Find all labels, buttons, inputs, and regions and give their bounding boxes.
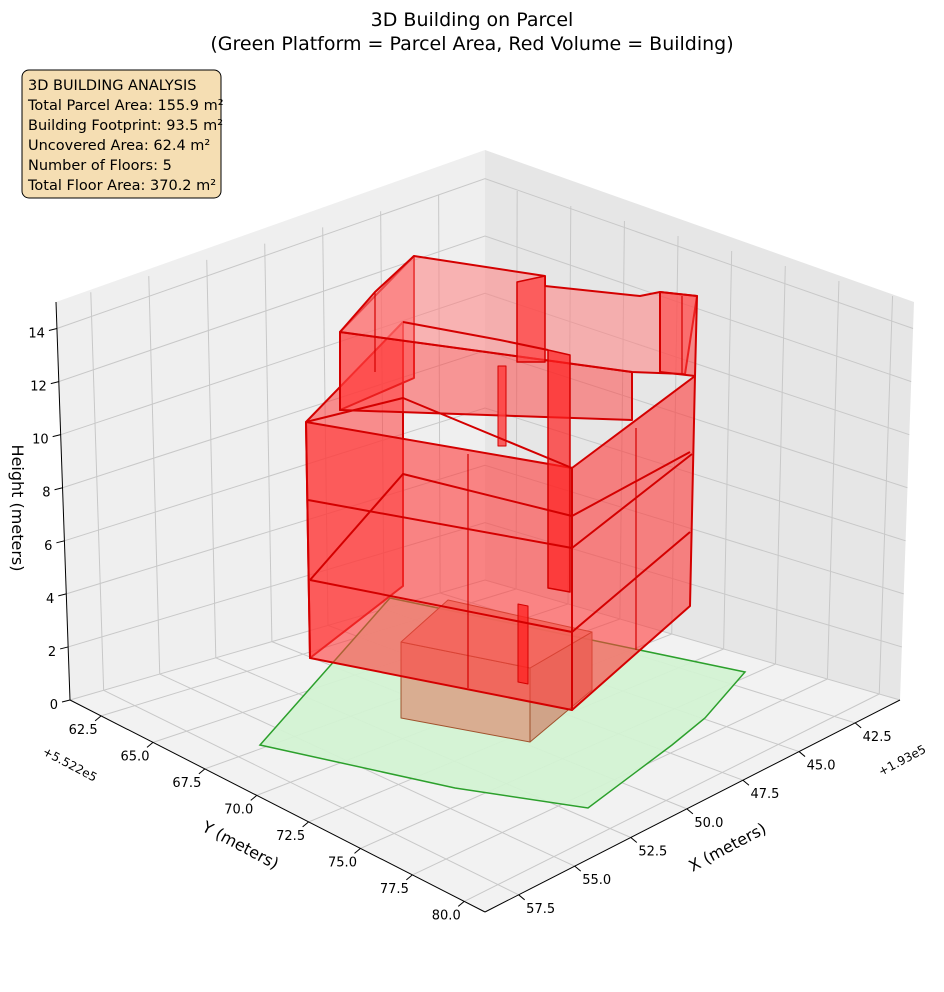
chart-title-line1: 3D Building on Parcel bbox=[371, 9, 574, 31]
x-tick-mark bbox=[574, 865, 582, 872]
lower-column bbox=[517, 603, 529, 685]
info-line-floor-area: Total Floor Area: 370.2 m² bbox=[27, 178, 216, 194]
x-wall-gridline bbox=[206, 259, 217, 658]
chart-title-line2: (Green Platform = Parcel Area, Red Volum… bbox=[210, 33, 733, 55]
z-tick-mark bbox=[54, 487, 63, 491]
info-line-title: 3D BUILDING ANALYSIS bbox=[28, 78, 196, 94]
z-axis-label: Height (meters) bbox=[8, 445, 27, 572]
y-offset-label: +5.522e5 bbox=[40, 744, 99, 784]
x-tick-label: 42.5 bbox=[863, 730, 892, 745]
y-tick-label: 80.0 bbox=[432, 908, 461, 923]
y-wall-gridline bbox=[826, 280, 840, 680]
y-tick-mark bbox=[354, 848, 361, 854]
y-tick-mark bbox=[250, 795, 258, 801]
z-gridline bbox=[58, 235, 912, 383]
z-tick-mark bbox=[50, 381, 59, 385]
z-tick-label: 2 bbox=[48, 645, 56, 660]
y-tick-label: 65.0 bbox=[121, 749, 150, 764]
x-wall-gridline bbox=[90, 292, 105, 691]
z-gridline bbox=[56, 178, 914, 330]
z-tick-mark bbox=[52, 434, 61, 438]
x-tick-label: 45.0 bbox=[807, 759, 836, 774]
x-gridline bbox=[103, 689, 519, 896]
x-tick-mark bbox=[854, 722, 862, 729]
y-tick-mark bbox=[302, 821, 309, 828]
y-tick-mark bbox=[198, 768, 206, 775]
y-tick-label: 72.5 bbox=[276, 829, 305, 844]
z-tick-label: 14 bbox=[28, 327, 45, 342]
z-tick-mark bbox=[48, 328, 58, 332]
y-gridline bbox=[464, 693, 880, 902]
z-tick-label: 8 bbox=[42, 486, 50, 501]
y-wall-gridline bbox=[878, 295, 894, 695]
floor-line-2 bbox=[307, 453, 693, 549]
floor-line-4 bbox=[309, 451, 691, 581]
building-volume bbox=[305, 255, 698, 743]
x-tick-label: 57.5 bbox=[526, 902, 555, 917]
x-axis-line bbox=[484, 699, 901, 913]
x-gridline bbox=[159, 673, 575, 867]
x-tick-label: 47.5 bbox=[750, 787, 779, 802]
info-line-parcel-area: Total Parcel Area: 155.9 m² bbox=[27, 98, 224, 114]
y-tick-mark bbox=[146, 742, 154, 748]
z-tick-mark bbox=[60, 646, 69, 650]
z-tick-label: 0 bbox=[50, 698, 58, 713]
y-tick-label: 70.0 bbox=[224, 802, 253, 817]
stair-column bbox=[516, 275, 546, 363]
y-axis-line bbox=[69, 699, 486, 913]
axis-ticks: 0 2 4 6 8 10 12 14 62.5 65.0 67.5 70.0 72.5 75.0 77.5 8… bbox=[28, 301, 901, 923]
info-box-background bbox=[21, 69, 222, 199]
y-wall-gridline bbox=[775, 265, 786, 665]
x-tick-mark bbox=[798, 751, 806, 757]
info-line-uncovered: Uncovered Area: 62.4 m² bbox=[28, 138, 210, 154]
thin-column bbox=[497, 365, 507, 447]
y-tick-mark bbox=[457, 901, 465, 907]
x-tick-mark bbox=[686, 808, 694, 815]
floor-line-5 bbox=[402, 321, 549, 351]
info-line-floors: Number of Floors: 5 bbox=[28, 158, 172, 174]
info-line-footprint: Building Footprint: 93.5 m² bbox=[28, 118, 223, 134]
z-tick-label: 4 bbox=[46, 592, 54, 607]
z-tick-label: 12 bbox=[30, 380, 47, 395]
y-tick-label: 75.0 bbox=[328, 855, 357, 870]
x-wall-gridline bbox=[264, 243, 273, 642]
z-tick-mark bbox=[58, 593, 67, 597]
z-tick-mark bbox=[56, 540, 65, 544]
x-tick-mark bbox=[518, 894, 525, 901]
y-tick-mark bbox=[94, 715, 102, 722]
x-tick-label: 55.0 bbox=[582, 873, 611, 888]
y-tick-mark bbox=[406, 874, 413, 881]
upper-right-face bbox=[659, 291, 698, 377]
core-column bbox=[547, 349, 571, 593]
z-tick-label: 6 bbox=[44, 539, 52, 554]
x-offset-label: +1.93e5 bbox=[876, 742, 928, 779]
x-tick-label: 52.5 bbox=[638, 845, 667, 860]
z-axis-line bbox=[55, 301, 71, 701]
z-tick-label: 10 bbox=[32, 433, 49, 448]
y-axis-label: Y (meters) bbox=[198, 817, 282, 874]
y-wall-gridline bbox=[723, 250, 733, 650]
x-tick-label: 50.0 bbox=[694, 816, 723, 831]
z-tick-mark bbox=[61, 699, 71, 703]
x-tick-mark bbox=[742, 779, 750, 786]
x-wall-gridline bbox=[148, 276, 161, 675]
y-tick-label: 77.5 bbox=[380, 882, 409, 897]
info-box: 3D BUILDING ANALYSIS Total Parcel Area: … bbox=[21, 69, 224, 199]
x-tick-mark bbox=[630, 837, 638, 843]
tower-right-face bbox=[571, 375, 696, 711]
y-tick-label: 67.5 bbox=[172, 776, 201, 791]
floor-line-1 bbox=[309, 531, 691, 633]
y-tick-label: 62.5 bbox=[69, 723, 98, 738]
floor-line-3 bbox=[305, 397, 573, 469]
